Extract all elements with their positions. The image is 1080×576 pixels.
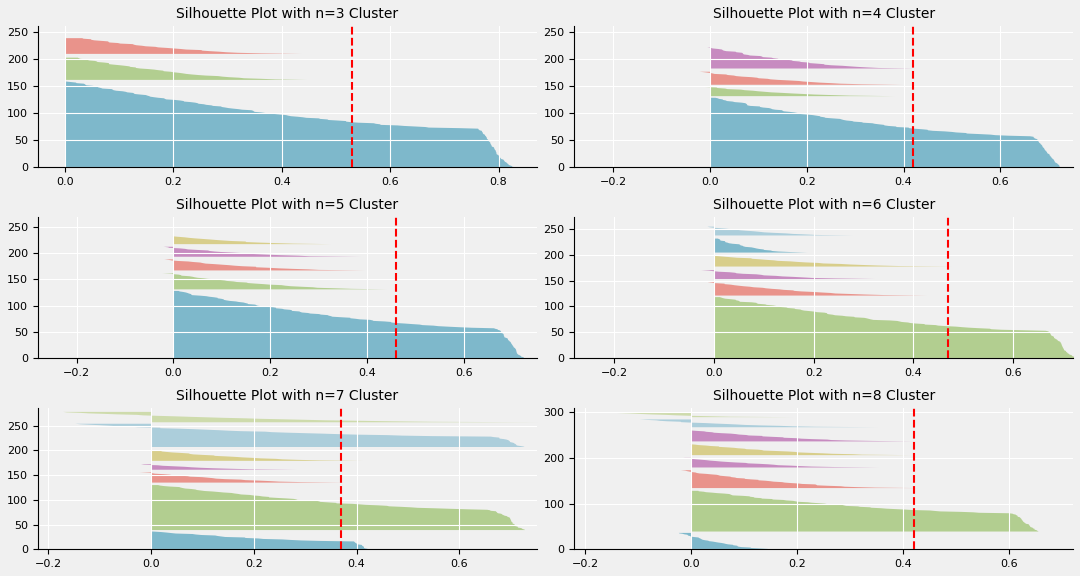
Title: Silhouette Plot with n=5 Cluster: Silhouette Plot with n=5 Cluster	[176, 198, 399, 212]
Title: Silhouette Plot with n=7 Cluster: Silhouette Plot with n=7 Cluster	[176, 389, 399, 403]
Title: Silhouette Plot with n=3 Cluster: Silhouette Plot with n=3 Cluster	[176, 7, 399, 21]
Title: Silhouette Plot with n=8 Cluster: Silhouette Plot with n=8 Cluster	[713, 389, 935, 403]
Title: Silhouette Plot with n=4 Cluster: Silhouette Plot with n=4 Cluster	[713, 7, 935, 21]
Title: Silhouette Plot with n=6 Cluster: Silhouette Plot with n=6 Cluster	[713, 198, 935, 212]
